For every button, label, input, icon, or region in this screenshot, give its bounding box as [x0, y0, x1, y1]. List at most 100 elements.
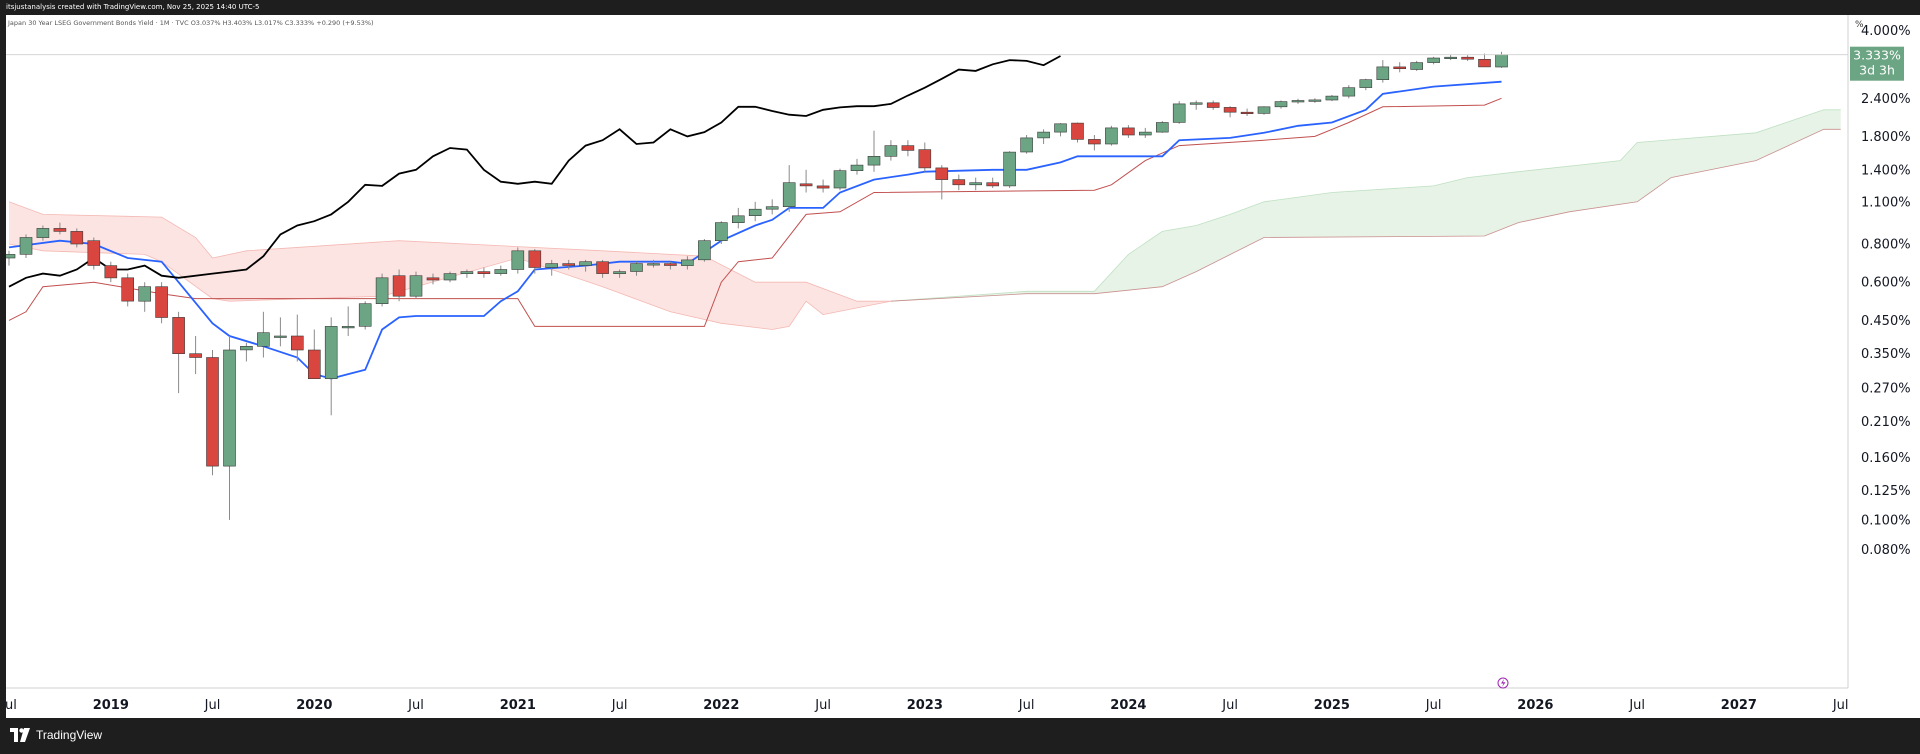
candle-body [53, 228, 67, 232]
candle-body [1427, 57, 1440, 63]
candle-body [1478, 58, 1491, 68]
candle-2025-03 [1359, 78, 1373, 91]
price-chart[interactable]: % 4.000% 2.400% 1.800% 1.400% 1.100% 0.800% 0.… [0, 15, 1920, 718]
candle-body [1139, 131, 1152, 136]
candle-body [460, 271, 474, 275]
candle-body [172, 317, 185, 354]
candle-2023-02 [935, 165, 949, 200]
candle-body [1461, 56, 1474, 60]
candle-body [1393, 66, 1406, 70]
candle-2018-12 [87, 237, 101, 270]
cloud-bullish-1 [890, 109, 1841, 302]
candle-2022-09 [850, 158, 864, 175]
time-tick-label: Jul [1018, 698, 1035, 713]
candle-body [1122, 127, 1135, 136]
candle-2024-08 [1240, 108, 1254, 116]
candle-body [1291, 100, 1305, 103]
price-tick-label: 2.400% [1861, 92, 1911, 107]
candle-2025-08 [1444, 54, 1457, 61]
candle-body [121, 277, 134, 302]
candle-2023-11 [1088, 135, 1101, 151]
time-tick-label: 2020 [296, 698, 332, 713]
candle-body [935, 167, 949, 180]
price-axis[interactable]: % [1847, 15, 1920, 688]
candle-body [833, 170, 847, 189]
candle-body [969, 182, 983, 186]
candle-2025-01 [1325, 95, 1339, 102]
candle-2025-07 [1427, 56, 1440, 65]
price-tick-label: 0.270% [1861, 382, 1911, 397]
candle-body [223, 349, 236, 467]
candle-body [1325, 95, 1339, 101]
cloud-bearish-0 [9, 201, 891, 330]
symbol-legend: Japan 30 Year LSEG Government Bonds Yiel… [7, 19, 374, 27]
candle-2020-06 [392, 269, 406, 302]
candle-body [36, 228, 50, 238]
time-axis[interactable] [6, 687, 1920, 718]
candle-body [358, 303, 372, 327]
candle-body [443, 273, 457, 281]
candle-body [511, 250, 525, 270]
candle-2019-11 [274, 317, 287, 347]
candle-body [952, 179, 966, 186]
candle-2022-07 [816, 179, 830, 193]
candle-2019-12 [290, 314, 304, 362]
candle-2025-05 [1393, 62, 1406, 73]
candle-body [257, 332, 270, 347]
candle-body [1376, 66, 1390, 81]
candle-2021-09 [647, 259, 660, 268]
candle-2022-06 [799, 169, 813, 193]
price-tick-labels: 4.000% 2.400% 1.800% 1.400% 1.100% 0.800% 0.60… [1861, 24, 1911, 558]
candle-2021-11 [681, 256, 694, 270]
candle-2023-03 [952, 174, 966, 191]
cloud-leading-span-a-1 [890, 109, 1841, 302]
footer-bar: TradingView [0, 718, 1920, 754]
candle-2020-08 [426, 273, 440, 285]
candle-body [1410, 62, 1423, 70]
candle-2018-10 [53, 222, 67, 235]
candle-2022-04 [765, 199, 779, 215]
time-tick-label: Jul [814, 698, 831, 713]
price-tick-label: 0.210% [1861, 415, 1911, 430]
candle-2022-05 [782, 165, 796, 212]
candle-2024-03 [1156, 121, 1169, 133]
candle-body [240, 345, 253, 351]
time-tick-labels: Jul 2019 Jul 2020 Jul 2021 Jul 2022 Jul 2023 Jul 20… [0, 698, 1848, 713]
candle-body [409, 275, 423, 297]
candle-2018-11 [70, 228, 84, 248]
candle-body [1308, 99, 1322, 102]
event-marker[interactable] [1497, 677, 1509, 689]
candle-2023-04 [969, 177, 983, 191]
candle-2024-10 [1274, 100, 1288, 109]
time-tick-label: 2027 [1721, 698, 1757, 713]
tradingview-brand[interactable]: TradingView [10, 728, 102, 742]
candle-2021-01 [511, 247, 525, 274]
candle-body [528, 250, 542, 268]
candle-body [816, 185, 830, 189]
candles [2, 51, 1508, 520]
last-price-badge-background [1850, 46, 1904, 81]
candle-2025-10 [1478, 53, 1491, 68]
candle-2019-10 [257, 311, 270, 358]
candle-2022-03 [748, 201, 762, 222]
candle-2020-05 [375, 273, 389, 307]
candle-body [867, 156, 881, 166]
candle-2023-06 [1003, 151, 1016, 188]
candle-body [375, 277, 389, 304]
candle-body [19, 237, 33, 255]
time-tick-label: 2026 [1517, 698, 1553, 713]
candle-body [477, 271, 491, 275]
candle-2025-09 [1461, 55, 1474, 61]
candle-body [155, 286, 168, 318]
price-tick-label: 0.350% [1861, 347, 1911, 362]
candle-body [2, 254, 16, 259]
candle-body [87, 240, 101, 266]
candle-2024-04 [1172, 101, 1186, 124]
price-tick-label: 0.125% [1861, 484, 1911, 499]
brand-name: TradingView [36, 728, 103, 742]
candle-2024-06 [1206, 100, 1220, 110]
candle-body [1223, 107, 1237, 113]
candle-2020-11 [477, 267, 491, 278]
candle-2019-02 [121, 273, 134, 307]
chart-area[interactable]: % 4.000% 2.400% 1.800% 1.400% 1.100% 0.800% 0.… [0, 15, 1920, 718]
